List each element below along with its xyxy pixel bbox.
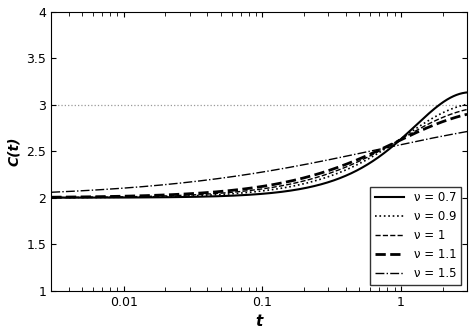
Line: ν = 1.1: ν = 1.1 xyxy=(51,114,467,197)
ν = 1.5 xyxy=(464,129,470,133)
ν = 0.9 xyxy=(96,195,101,199)
ν = 1 xyxy=(48,196,54,200)
Legend: ν = 0.7, ν = 0.9, ν = 1, ν = 1.1, ν = 1.5: ν = 0.7, ν = 0.9, ν = 1, ν = 1.1, ν = 1.… xyxy=(370,187,461,285)
Y-axis label: C(t): C(t) xyxy=(7,136,21,166)
ν = 1.1 xyxy=(120,194,126,198)
ν = 1 xyxy=(96,195,101,199)
ν = 1.5 xyxy=(226,175,232,179)
ν = 1.1 xyxy=(226,189,232,193)
ν = 0.9 xyxy=(456,104,462,109)
ν = 0.9 xyxy=(208,193,213,197)
Line: ν = 1.5: ν = 1.5 xyxy=(51,131,467,192)
ν = 0.9 xyxy=(48,196,54,200)
ν = 0.7 xyxy=(208,195,213,199)
ν = 1 xyxy=(464,108,470,112)
ν = 1.1 xyxy=(464,112,470,116)
ν = 0.9 xyxy=(120,195,126,199)
ν = 0.7 xyxy=(411,125,417,129)
Line: ν = 0.7: ν = 0.7 xyxy=(51,92,467,198)
ν = 0.7 xyxy=(96,196,101,200)
ν = 1.1 xyxy=(208,190,213,194)
ν = 1.5 xyxy=(208,177,213,181)
ν = 1.1 xyxy=(411,132,417,136)
ν = 0.9 xyxy=(411,128,417,132)
ν = 0.7 xyxy=(456,92,462,96)
ν = 1 xyxy=(456,110,462,114)
ν = 1.5 xyxy=(120,186,126,190)
ν = 1.5 xyxy=(96,188,101,192)
ν = 1 xyxy=(411,130,417,134)
ν = 1 xyxy=(226,191,232,195)
ν = 1.5 xyxy=(456,131,462,135)
ν = 0.7 xyxy=(48,196,54,200)
ν = 0.7 xyxy=(464,90,470,94)
ν = 0.7 xyxy=(226,194,232,198)
ν = 1.1 xyxy=(48,195,54,199)
Line: ν = 1: ν = 1 xyxy=(51,110,467,198)
X-axis label: t: t xyxy=(255,314,263,329)
ν = 1.1 xyxy=(96,195,101,199)
ν = 0.7 xyxy=(120,196,126,200)
ν = 1 xyxy=(208,192,213,196)
ν = 1 xyxy=(120,195,126,199)
ν = 0.9 xyxy=(464,102,470,106)
Line: ν = 0.9: ν = 0.9 xyxy=(51,104,467,198)
ν = 1.1 xyxy=(456,114,462,118)
ν = 1.5 xyxy=(48,190,54,194)
ν = 1.5 xyxy=(411,140,417,144)
ν = 0.9 xyxy=(226,192,232,196)
